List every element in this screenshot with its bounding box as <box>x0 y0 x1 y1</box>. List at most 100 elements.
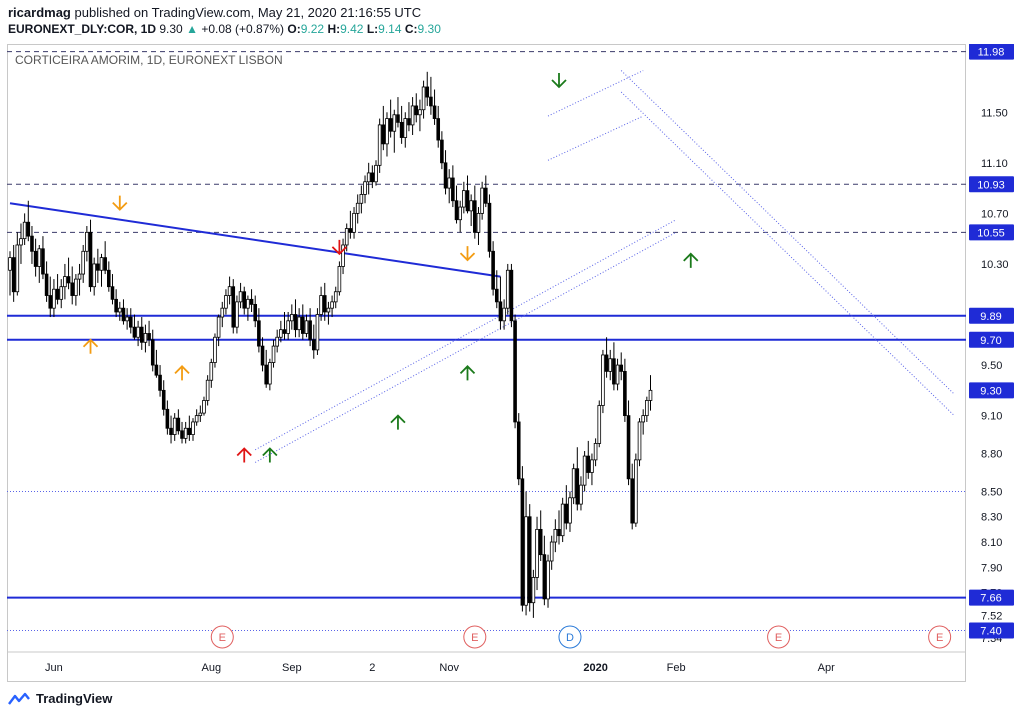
candle-body <box>333 291 338 303</box>
candle-body <box>154 364 159 376</box>
price-tag[interactable] <box>969 589 1014 606</box>
candle-body <box>381 124 386 145</box>
candle-body <box>634 459 638 524</box>
candle-body <box>348 228 353 233</box>
x-tick-label: Feb <box>667 662 686 674</box>
candle-body <box>205 379 210 401</box>
candle-body <box>52 288 56 309</box>
candle-body <box>637 421 642 461</box>
candle-body <box>568 497 572 524</box>
trend-line[interactable] <box>254 231 677 463</box>
candle-body <box>337 266 342 293</box>
event-label: E <box>936 632 943 644</box>
x-tick-label: Apr <box>818 662 835 674</box>
candle-body <box>593 443 598 461</box>
y-tick-label: 8.30 <box>981 512 1002 524</box>
event-marker-icon[interactable] <box>463 625 487 649</box>
chart-watermark: CORTICEIRA AMORIM, 1D, EURONEXT LISBON <box>15 53 283 67</box>
candle-body <box>429 96 433 107</box>
candle-body <box>180 430 184 439</box>
candle-body <box>77 273 82 280</box>
event-marker-icon[interactable] <box>928 625 952 649</box>
trend-line[interactable] <box>547 115 644 161</box>
y-tick-label: 9.10 <box>981 411 1002 423</box>
candle-body <box>443 162 448 189</box>
event-marker-icon[interactable] <box>767 625 791 649</box>
candle-body <box>582 455 587 486</box>
candle-body <box>509 269 514 322</box>
candle-body <box>257 320 261 347</box>
candle-body <box>385 118 389 145</box>
candle-body <box>590 459 594 473</box>
candle-body <box>213 336 217 363</box>
candle-body <box>96 263 100 271</box>
candle-body <box>121 307 126 322</box>
price-tag-label: 10.93 <box>977 179 1005 191</box>
candle-body <box>161 389 166 410</box>
candle-body <box>139 326 144 343</box>
y-tick-label: 7.90 <box>981 562 1002 574</box>
candle-body <box>557 528 561 537</box>
candle-body <box>209 362 214 381</box>
price-chart[interactable]: CORTICEIRA AMORIM, 1D, EURONEXT LISBON E… <box>7 43 1014 682</box>
candle-body <box>399 121 404 138</box>
candle-body <box>421 86 426 111</box>
price-tag[interactable] <box>969 622 1014 639</box>
candle-body <box>172 417 177 435</box>
x-tick-label: Jun <box>45 662 63 674</box>
event-marker-icon[interactable] <box>210 625 234 649</box>
price-tag[interactable] <box>969 307 1014 324</box>
trend-line[interactable] <box>620 70 955 395</box>
candle-body <box>253 303 258 322</box>
candle-body <box>311 339 316 351</box>
candle-body <box>81 250 86 275</box>
price-tag[interactable] <box>969 224 1014 241</box>
candle-body <box>147 333 151 341</box>
low-value: 9.14 <box>378 22 402 36</box>
candle-body <box>451 177 455 202</box>
trend-line[interactable] <box>254 219 677 451</box>
candle-body <box>158 374 162 391</box>
last-price: 9.30 <box>159 22 183 36</box>
y-tick-label: 8.10 <box>981 537 1002 549</box>
trend-line[interactable] <box>547 70 644 117</box>
candle-body <box>542 554 547 600</box>
candle-body <box>63 276 67 288</box>
candle-body <box>271 345 276 363</box>
candle-body <box>546 560 550 600</box>
candle-body <box>216 316 221 338</box>
candle-body <box>648 389 653 401</box>
trend-line[interactable] <box>620 91 955 416</box>
price-tag[interactable] <box>969 331 1014 348</box>
candle-body <box>297 316 301 331</box>
candle-body <box>491 250 495 290</box>
author-name[interactable]: ricardmag <box>8 5 71 20</box>
event-label: E <box>775 632 782 644</box>
chart-area[interactable]: CORTICEIRA AMORIM, 1D, EURONEXT LISBON E… <box>7 43 1014 682</box>
candle-body <box>564 503 569 524</box>
candle-body <box>282 329 287 334</box>
price-tag[interactable] <box>969 176 1014 193</box>
candle-body <box>377 124 382 166</box>
candle-body <box>107 269 111 288</box>
tradingview-logo-icon <box>8 692 30 705</box>
price-tag[interactable] <box>969 382 1014 399</box>
trend-line[interactable] <box>9 202 501 278</box>
candle-body <box>516 421 521 480</box>
candle-body <box>520 478 525 606</box>
event-marker-icon[interactable] <box>558 625 582 649</box>
candle-body <box>436 118 441 141</box>
symbol-name[interactable]: EURONEXT_DLY:COR, 1D <box>8 22 157 36</box>
price-tag[interactable] <box>969 43 1014 60</box>
arrow-up-icon <box>390 414 406 430</box>
publish-line: ricardmag published on TradingView.com, … <box>8 5 421 20</box>
candle-body <box>538 528 543 556</box>
candle-body <box>304 320 309 334</box>
high-label: H: <box>327 22 341 36</box>
candle-body <box>202 400 206 414</box>
candle-body <box>549 541 554 562</box>
candle-body <box>246 298 250 309</box>
candle-body <box>407 118 411 126</box>
candle-body <box>465 190 470 212</box>
brand-name[interactable]: TradingView <box>36 691 113 707</box>
